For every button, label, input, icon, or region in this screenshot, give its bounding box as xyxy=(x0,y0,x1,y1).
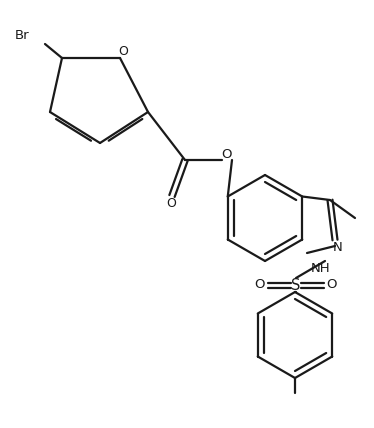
Text: O: O xyxy=(166,196,176,209)
Text: S: S xyxy=(291,277,301,292)
Text: Br: Br xyxy=(15,29,30,42)
Text: O: O xyxy=(255,279,265,291)
Text: O: O xyxy=(118,45,128,57)
Text: O: O xyxy=(222,148,232,160)
Text: N: N xyxy=(333,241,343,253)
Text: NH: NH xyxy=(311,262,331,274)
Text: O: O xyxy=(327,279,337,291)
